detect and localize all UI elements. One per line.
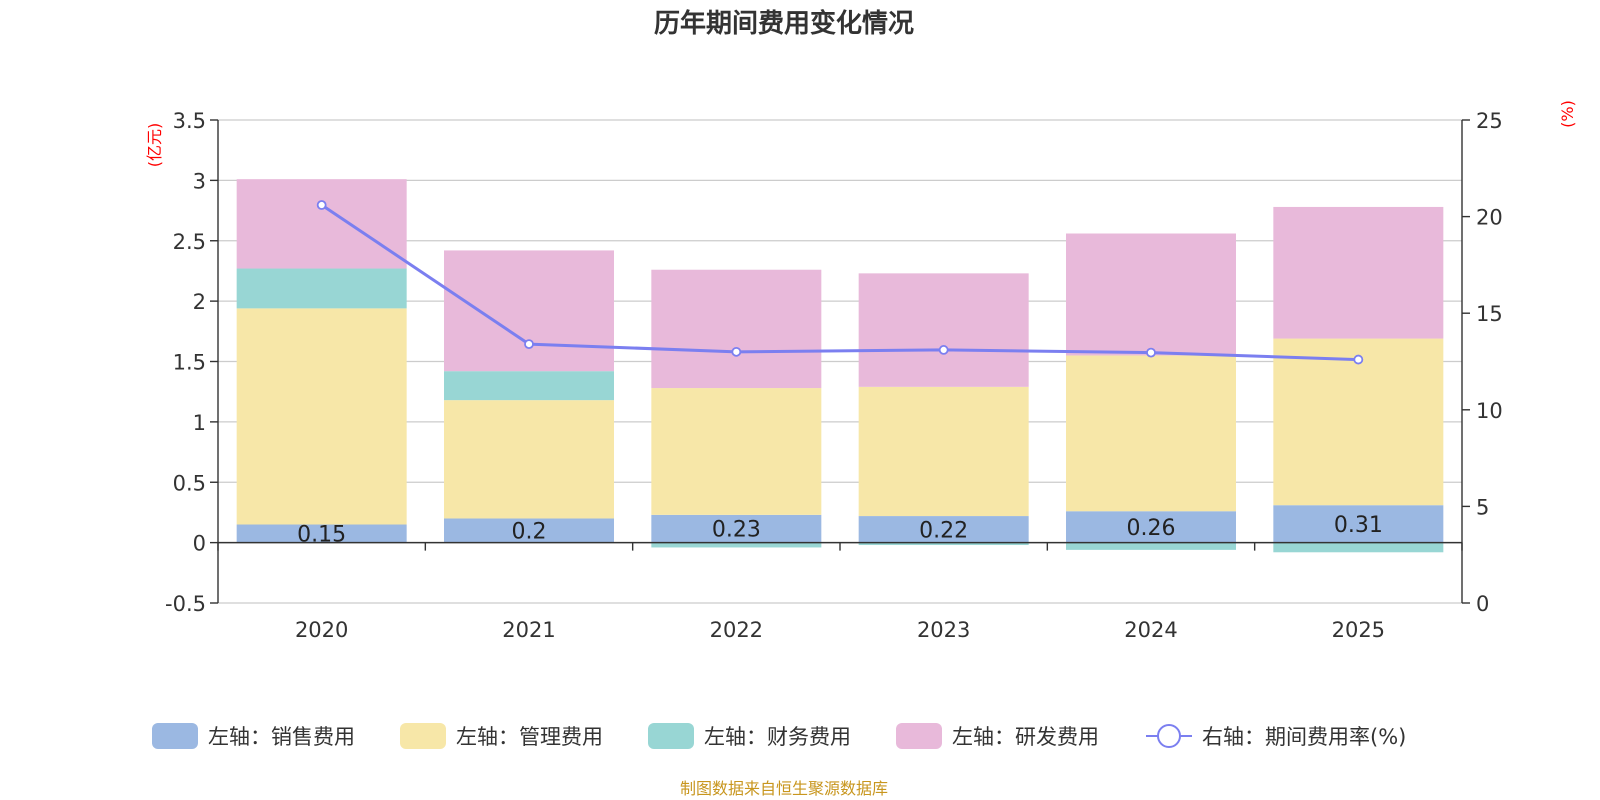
bar-segment-3-2021 <box>444 250 614 372</box>
bar-data-label: 0.23 <box>712 518 761 543</box>
x-tick-label: 2023 <box>917 618 970 642</box>
bar-segment-2-2021 <box>444 371 614 401</box>
bar-segment-2-2022 <box>651 542 822 548</box>
bar-segment-0-2020 <box>236 524 407 543</box>
legend-circle-icon <box>1157 724 1181 748</box>
bar-segment-3-2020 <box>236 179 407 269</box>
rate-line-path <box>320 203 1359 362</box>
left-tick-label: 2 <box>193 290 206 314</box>
bar-segment-2-2024 <box>1066 542 1236 550</box>
rate-line-point <box>524 339 534 350</box>
bars <box>236 179 1444 553</box>
bar-segment-0-2022 <box>651 514 822 543</box>
left-tick-label: -0.5 <box>165 592 206 616</box>
x-tick-label: 2024 <box>1124 618 1177 642</box>
bar-segment-3-2023 <box>858 273 1029 387</box>
left-tick-label: 0.5 <box>173 471 206 495</box>
legend: 左轴：销售费用 左轴：管理费用 左轴：财务费用 左轴：研发费用 右轴：期间费用率(%) <box>152 723 1406 749</box>
bar-data-label: 0.31 <box>1334 513 1383 538</box>
left-tick-label: 1.5 <box>173 351 206 375</box>
rate-line-point <box>1146 347 1156 358</box>
legend-swatch-3 <box>896 723 942 749</box>
left-tick-label: 2.5 <box>173 230 206 254</box>
bar-data-label: 0.26 <box>1127 516 1176 541</box>
bar-data-label: 0.2 <box>512 520 547 545</box>
rate-line-point <box>731 346 742 357</box>
right-tick-label: 10 <box>1476 399 1503 423</box>
bar-segment-2-2023 <box>858 542 1029 546</box>
bar-segment-3-2024 <box>1066 233 1236 356</box>
bar-segment-2-2020 <box>236 268 407 309</box>
right-tick-label: 20 <box>1476 206 1503 230</box>
legend-label-0: 左轴：销售费用 <box>208 725 355 749</box>
right-tick-label: 25 <box>1476 109 1503 133</box>
source-note: 制图数据来自恒生聚源数据库 <box>680 779 888 798</box>
legend-label-3: 左轴：研发费用 <box>952 725 1099 749</box>
left-tick-label: 3.5 <box>173 109 206 133</box>
rate-line-point <box>1353 354 1364 365</box>
right-tick-label: 5 <box>1476 495 1489 519</box>
bar-segment-3-2025 <box>1273 206 1444 339</box>
bar-segment-3-2022 <box>651 269 822 389</box>
bar-segment-2-2025 <box>1273 542 1444 553</box>
bar-segment-0-2025 <box>1273 505 1444 543</box>
chart-title: 历年期间费用变化情况 <box>654 8 914 39</box>
legend-swatch-0 <box>152 723 198 749</box>
bar-segment-1-2024 <box>1066 355 1236 512</box>
left-tick-label: 3 <box>193 169 206 193</box>
bar-data-label: 0.22 <box>919 518 968 543</box>
bar-data-label: 0.15 <box>297 523 346 548</box>
legend-label-4: 右轴：期间费用率(%) <box>1202 725 1406 749</box>
right-tick-label: 0 <box>1476 592 1489 616</box>
rate-line-point <box>316 200 327 210</box>
left-axis-unit: (亿元) <box>145 123 164 168</box>
legend-swatch-2 <box>648 723 694 749</box>
left-tick-label: 0 <box>193 532 206 556</box>
legend-label-1: 左轴：管理费用 <box>456 725 603 749</box>
bar-segment-0-2023 <box>858 516 1029 543</box>
legend-label-2: 左轴：财务费用 <box>704 725 851 749</box>
right-axis-unit: (%) <box>1558 100 1577 128</box>
x-tick-label: 2021 <box>502 618 555 642</box>
data-labels: 0.15 0.2 0.23 0.22 0.26 0.31 <box>297 513 1383 548</box>
x-tick-label: 2022 <box>710 618 763 642</box>
right-tick-label: 15 <box>1476 302 1503 326</box>
legend-swatch-1 <box>400 723 446 749</box>
bar-segment-1-2025 <box>1273 338 1444 506</box>
bar-segment-1-2021 <box>444 400 614 519</box>
left-tick-label: 1 <box>193 411 206 435</box>
bar-segment-0-2021 <box>444 518 614 543</box>
rate-line <box>316 200 1364 365</box>
bar-segment-1-2020 <box>236 308 407 525</box>
rate-line-point <box>938 345 949 355</box>
x-tick-label: 2020 <box>295 618 348 642</box>
x-tick-label: 2025 <box>1332 618 1385 642</box>
bar-segment-1-2022 <box>651 388 822 515</box>
bar-segment-1-2023 <box>858 386 1029 517</box>
bar-segment-0-2024 <box>1066 511 1236 543</box>
